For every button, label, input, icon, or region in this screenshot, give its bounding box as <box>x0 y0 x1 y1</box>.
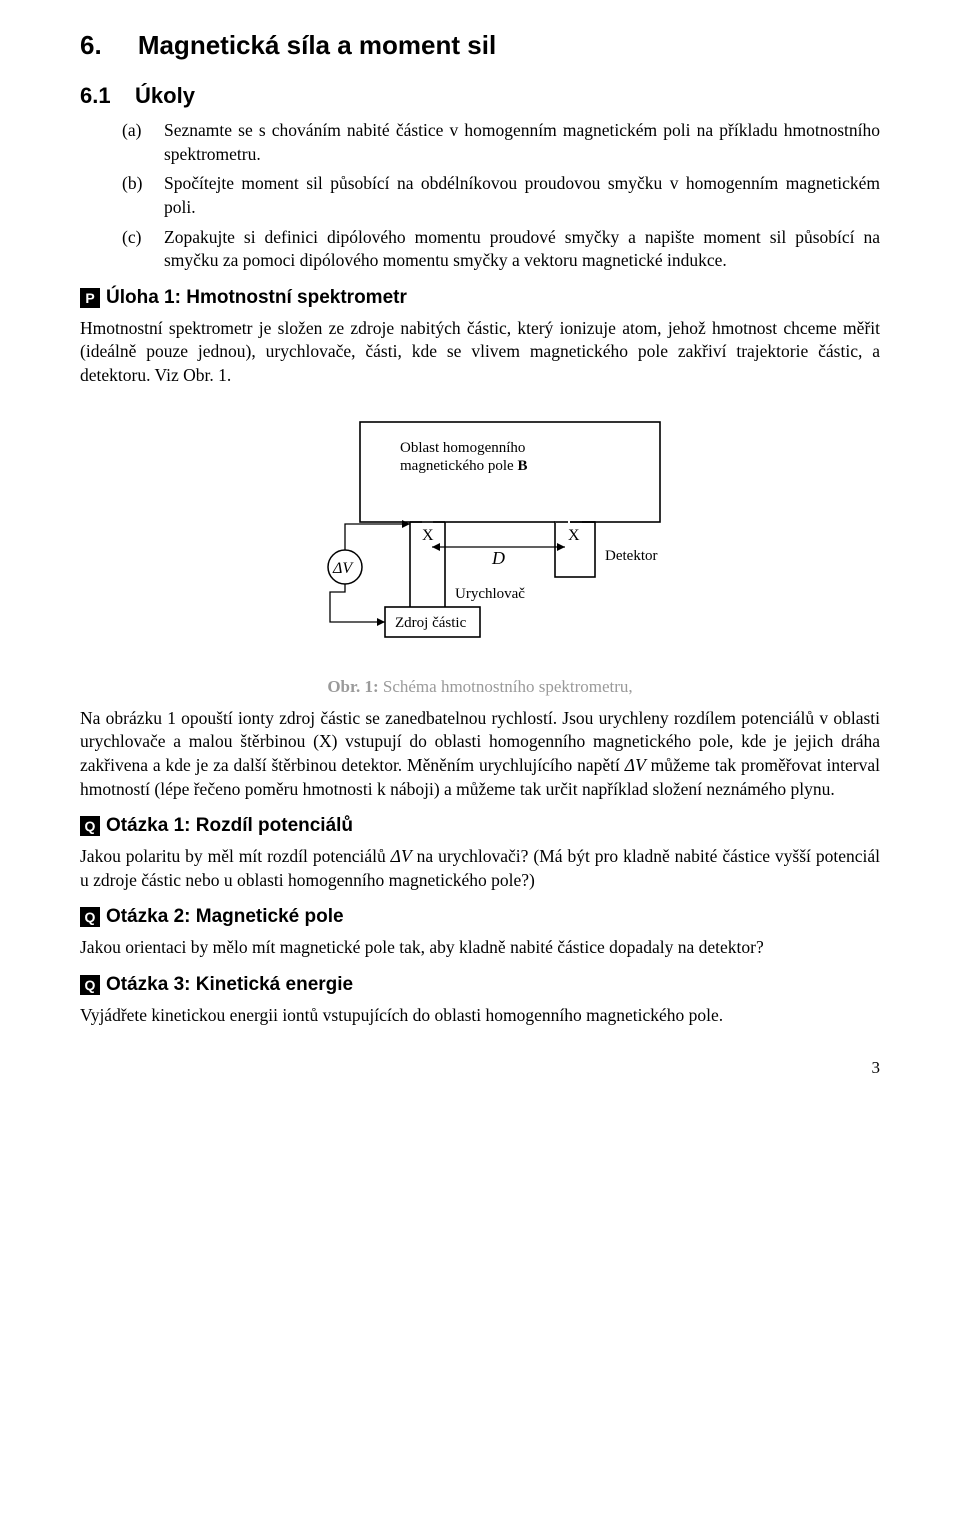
task-letter: (c) <box>80 226 164 273</box>
uloha-1-title: Úloha 1: Hmotnostní spektrometr <box>106 287 407 309</box>
otazka-3-body: Vyjádřete kinetickou energii iontů vstup… <box>80 1004 880 1028</box>
q1-dv: ΔV <box>391 846 412 866</box>
task-letter: (a) <box>80 119 164 166</box>
fig-slit-left: X <box>422 527 434 544</box>
otazka-1-title: Otázka 1: Rozdíl potenciálů <box>106 815 353 837</box>
q-marker-icon: Q <box>80 816 100 836</box>
chapter-heading: 6. Magnetická síla a moment sil <box>80 30 880 61</box>
task-text: Spočítejte moment sil působící na obdéln… <box>164 172 880 219</box>
uloha-1-body: Hmotnostní spektrometr je složen ze zdro… <box>80 317 880 388</box>
section-number: 6.1 <box>80 83 111 108</box>
otazka-3-title: Otázka 3: Kinetická energie <box>106 974 353 996</box>
q-marker-icon: Q <box>80 907 100 927</box>
fig-accelerator-label: Urychlovač <box>455 586 525 602</box>
task-item: (a) Seznamte se s chováním nabité částic… <box>80 119 880 166</box>
task-text: Zopakujte si definici dipólového momentu… <box>164 226 880 273</box>
section-title-text: Úkoly <box>135 83 195 108</box>
otazka-2-heading: Q Otázka 2: Magnetické pole <box>80 906 880 928</box>
uloha-1-heading: P Úloha 1: Hmotnostní spektrometr <box>80 287 880 309</box>
fig-region-label-2a: magnetického pole <box>400 458 517 474</box>
fig-caption-num: Obr. 1: <box>327 677 378 696</box>
spectrometer-diagram: Oblast homogenního magnetického pole B X… <box>270 412 690 662</box>
fig-region-label-B: B <box>517 458 527 474</box>
fig-dv-label: ΔV <box>332 560 354 577</box>
fig-caption-text: Schéma hmotnostního spektrometru, <box>379 677 633 696</box>
task-item: (b) Spočítejte moment sil působící na ob… <box>80 172 880 219</box>
after-figure-paragraph: Na obrázku 1 opouští ionty zdroj částic … <box>80 707 880 802</box>
fig-D-label: D <box>491 548 505 568</box>
task-list: (a) Seznamte se s chováním nabité částic… <box>80 119 880 273</box>
otazka-3-heading: Q Otázka 3: Kinetická energie <box>80 974 880 996</box>
page-number: 3 <box>80 1058 880 1078</box>
otazka-2-body: Jakou orientaci by mělo mít magnetické p… <box>80 936 880 960</box>
fig-detector-label: Detektor <box>605 548 657 564</box>
fig-region-label-1: Oblast homogenního <box>400 440 525 456</box>
otazka-2-title: Otázka 2: Magnetické pole <box>106 906 344 928</box>
afterfig-dv: ΔV <box>625 755 646 775</box>
task-item: (c) Zopakujte si definici dipólového mom… <box>80 226 880 273</box>
fig-source-label: Zdroj částic <box>395 615 467 631</box>
task-letter: (b) <box>80 172 164 219</box>
q1-text-a: Jakou polaritu by měl mít rozdíl potenci… <box>80 846 391 866</box>
p-marker-icon: P <box>80 288 100 308</box>
figure-1: Oblast homogenního magnetického pole B X… <box>80 412 880 697</box>
q-marker-icon: Q <box>80 975 100 995</box>
task-text: Seznamte se s chováním nabité částice v … <box>164 119 880 166</box>
otazka-1-body: Jakou polaritu by měl mít rozdíl potenci… <box>80 845 880 892</box>
fig-slit-right: X <box>568 527 580 544</box>
otazka-1-heading: Q Otázka 1: Rozdíl potenciálů <box>80 815 880 837</box>
section-heading: 6.1 Úkoly <box>80 83 880 109</box>
figure-1-caption: Obr. 1: Schéma hmotnostního spektrometru… <box>80 677 880 697</box>
svg-text:magnetického pole B: magnetického pole B <box>400 458 527 474</box>
chapter-title: Magnetická síla a moment sil <box>138 30 496 60</box>
chapter-number: 6. <box>80 30 102 60</box>
